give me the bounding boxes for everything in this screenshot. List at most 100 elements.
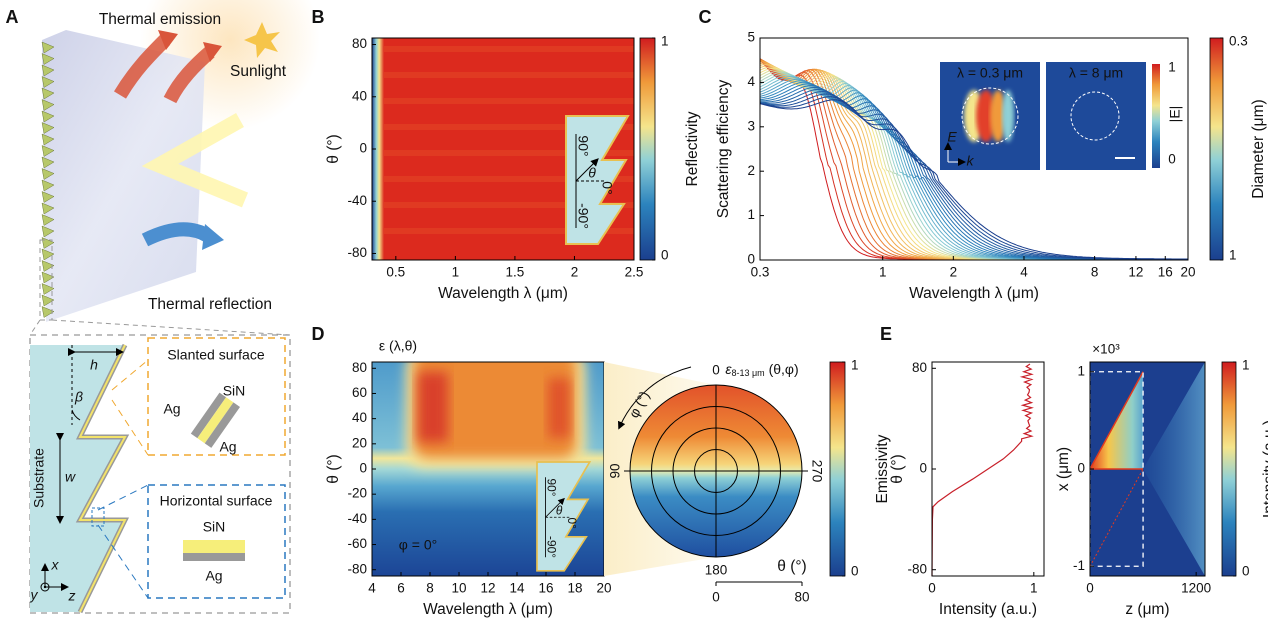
layer-label: SiN [203,519,226,535]
field-lobe [990,90,1006,142]
sawtooth [41,41,55,54]
y-axis-label: Scattering efficiency [715,80,732,219]
annotation: Thermal emission [99,11,221,28]
beam-reflection [1089,468,1144,567]
beam-edge [1089,371,1144,470]
radial-tick-label: 0 [712,590,720,605]
panel-label: E [880,324,892,344]
sawtooth [41,110,55,123]
particle [1070,91,1120,141]
colorbar-tick-label: 0.3 [1229,34,1248,49]
sawtooth [41,133,55,146]
axis-label: θ (°) [777,558,806,575]
panel-title: ε (λ,θ) [379,338,417,354]
field-map [1046,62,1146,170]
colorbar-tick-label: 0 [1168,152,1176,167]
sawtooth [41,283,55,295]
inset-shape [565,115,630,245]
x-tick-label: 20 [596,581,611,596]
y-tick-label: 3 [747,118,755,133]
x-tick-label: 2 [950,265,958,280]
colorbar-tick-label: 0 [851,564,859,579]
x-tick-label: 1 [1030,581,1038,596]
sawtooth [41,87,55,100]
polar-title: ε8-13 μm (θ,φ) [725,361,798,379]
heatmap-band [384,124,634,130]
heatmap-band [384,150,634,156]
heatmap-band [384,228,634,234]
inset-label: -90° [544,536,558,558]
colorbar-tick-label: 0 [1242,564,1250,579]
box-title: Horizontal surface [160,493,273,509]
radial-tick-label: 80 [794,590,809,605]
colorbar [1209,37,1224,261]
y-tick-label: 80 [352,36,367,51]
y-tick-label: -20 [347,486,367,501]
y-tick-label: -60 [347,536,367,551]
y-tick-label: 2 [747,163,755,178]
sawtooth [41,225,55,238]
inset-title: λ = 0.3 μm [957,65,1023,81]
plot-frame [759,37,1189,261]
heatmap-band [384,176,634,182]
sawtooth [41,202,55,215]
x-axis-label: Wavelength λ (μm) [423,601,553,618]
annotation: φ = 0° [399,537,437,553]
x-tick-label: 1.5 [506,265,525,280]
angle-tick-label: 180 [705,563,728,578]
axis-symbol: y [30,587,39,603]
x-axis-label: Intensity (a.u.) [939,601,1037,618]
y-tick-label: 5 [747,30,755,45]
layer-label: Ag [163,401,180,417]
y-tick-label: 0 [1077,461,1085,476]
x-tick-label: 6 [397,581,405,596]
inset-geometry: 90° -90° 0°θ [565,115,630,245]
heatmap-band [384,202,634,208]
inset-label: 90° [575,135,591,156]
y-tick-label: 4 [747,74,755,89]
field-colorbar [1152,64,1160,168]
sawtooth [41,122,55,134]
angle-tick-label: 0 [712,363,720,378]
panel-label: A [6,7,19,27]
panel-a-art [29,0,320,614]
field-lobe [976,90,996,142]
symbol: β [74,389,83,405]
inset-arrow [575,158,599,182]
inset-label: 0° [565,518,579,530]
x-tick-label: 12 [480,581,495,596]
heatmap-region [414,362,576,458]
sawtooth [41,248,55,261]
y-tick-label: 20 [352,435,367,450]
heatmap-region [548,378,570,438]
y-tick-label: 80 [352,360,367,375]
inset-label: θ [556,503,563,517]
colorbar-tick-label: 1 [1242,358,1250,373]
x-tick-label: 1 [452,265,460,280]
y-axis-label: x (μm) [1055,447,1072,491]
sawtooth [41,214,55,226]
annotation: Sunlight [230,63,287,80]
colorbar [1221,361,1237,577]
sawtooth [41,306,55,318]
panel-label: C [699,7,712,27]
panel-label: D [312,324,325,344]
x-tick-label: 16 [538,581,553,596]
x-tick-label: 14 [509,581,525,596]
title-part: ε [725,361,732,377]
x-tick-label: 20 [1180,265,1195,280]
y-tick-label: -80 [347,245,367,260]
y-tick-label: 40 [352,410,367,425]
sawtooth [41,294,55,307]
inset-label: 90° [544,479,558,497]
colorbar-tick-label: 1 [851,358,859,373]
heatmap-band [384,72,634,78]
layer-label: Ag [219,439,236,455]
x-tick-label: 0.3 [751,265,770,280]
inset-label: θ [588,165,596,181]
curve [760,99,1188,260]
field-lobe [1002,90,1014,142]
sawtooth [41,76,55,88]
title-part: (θ,φ) [765,361,799,377]
